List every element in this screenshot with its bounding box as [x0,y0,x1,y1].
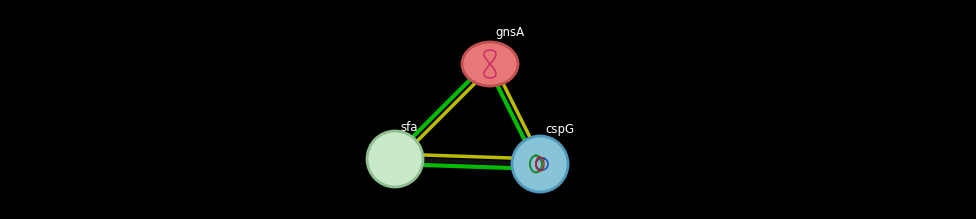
Ellipse shape [367,131,423,187]
Text: gnsA: gnsA [495,26,524,39]
Ellipse shape [462,42,518,86]
Text: cspG: cspG [545,123,574,136]
Text: sfa: sfa [400,121,418,134]
Ellipse shape [512,136,568,192]
